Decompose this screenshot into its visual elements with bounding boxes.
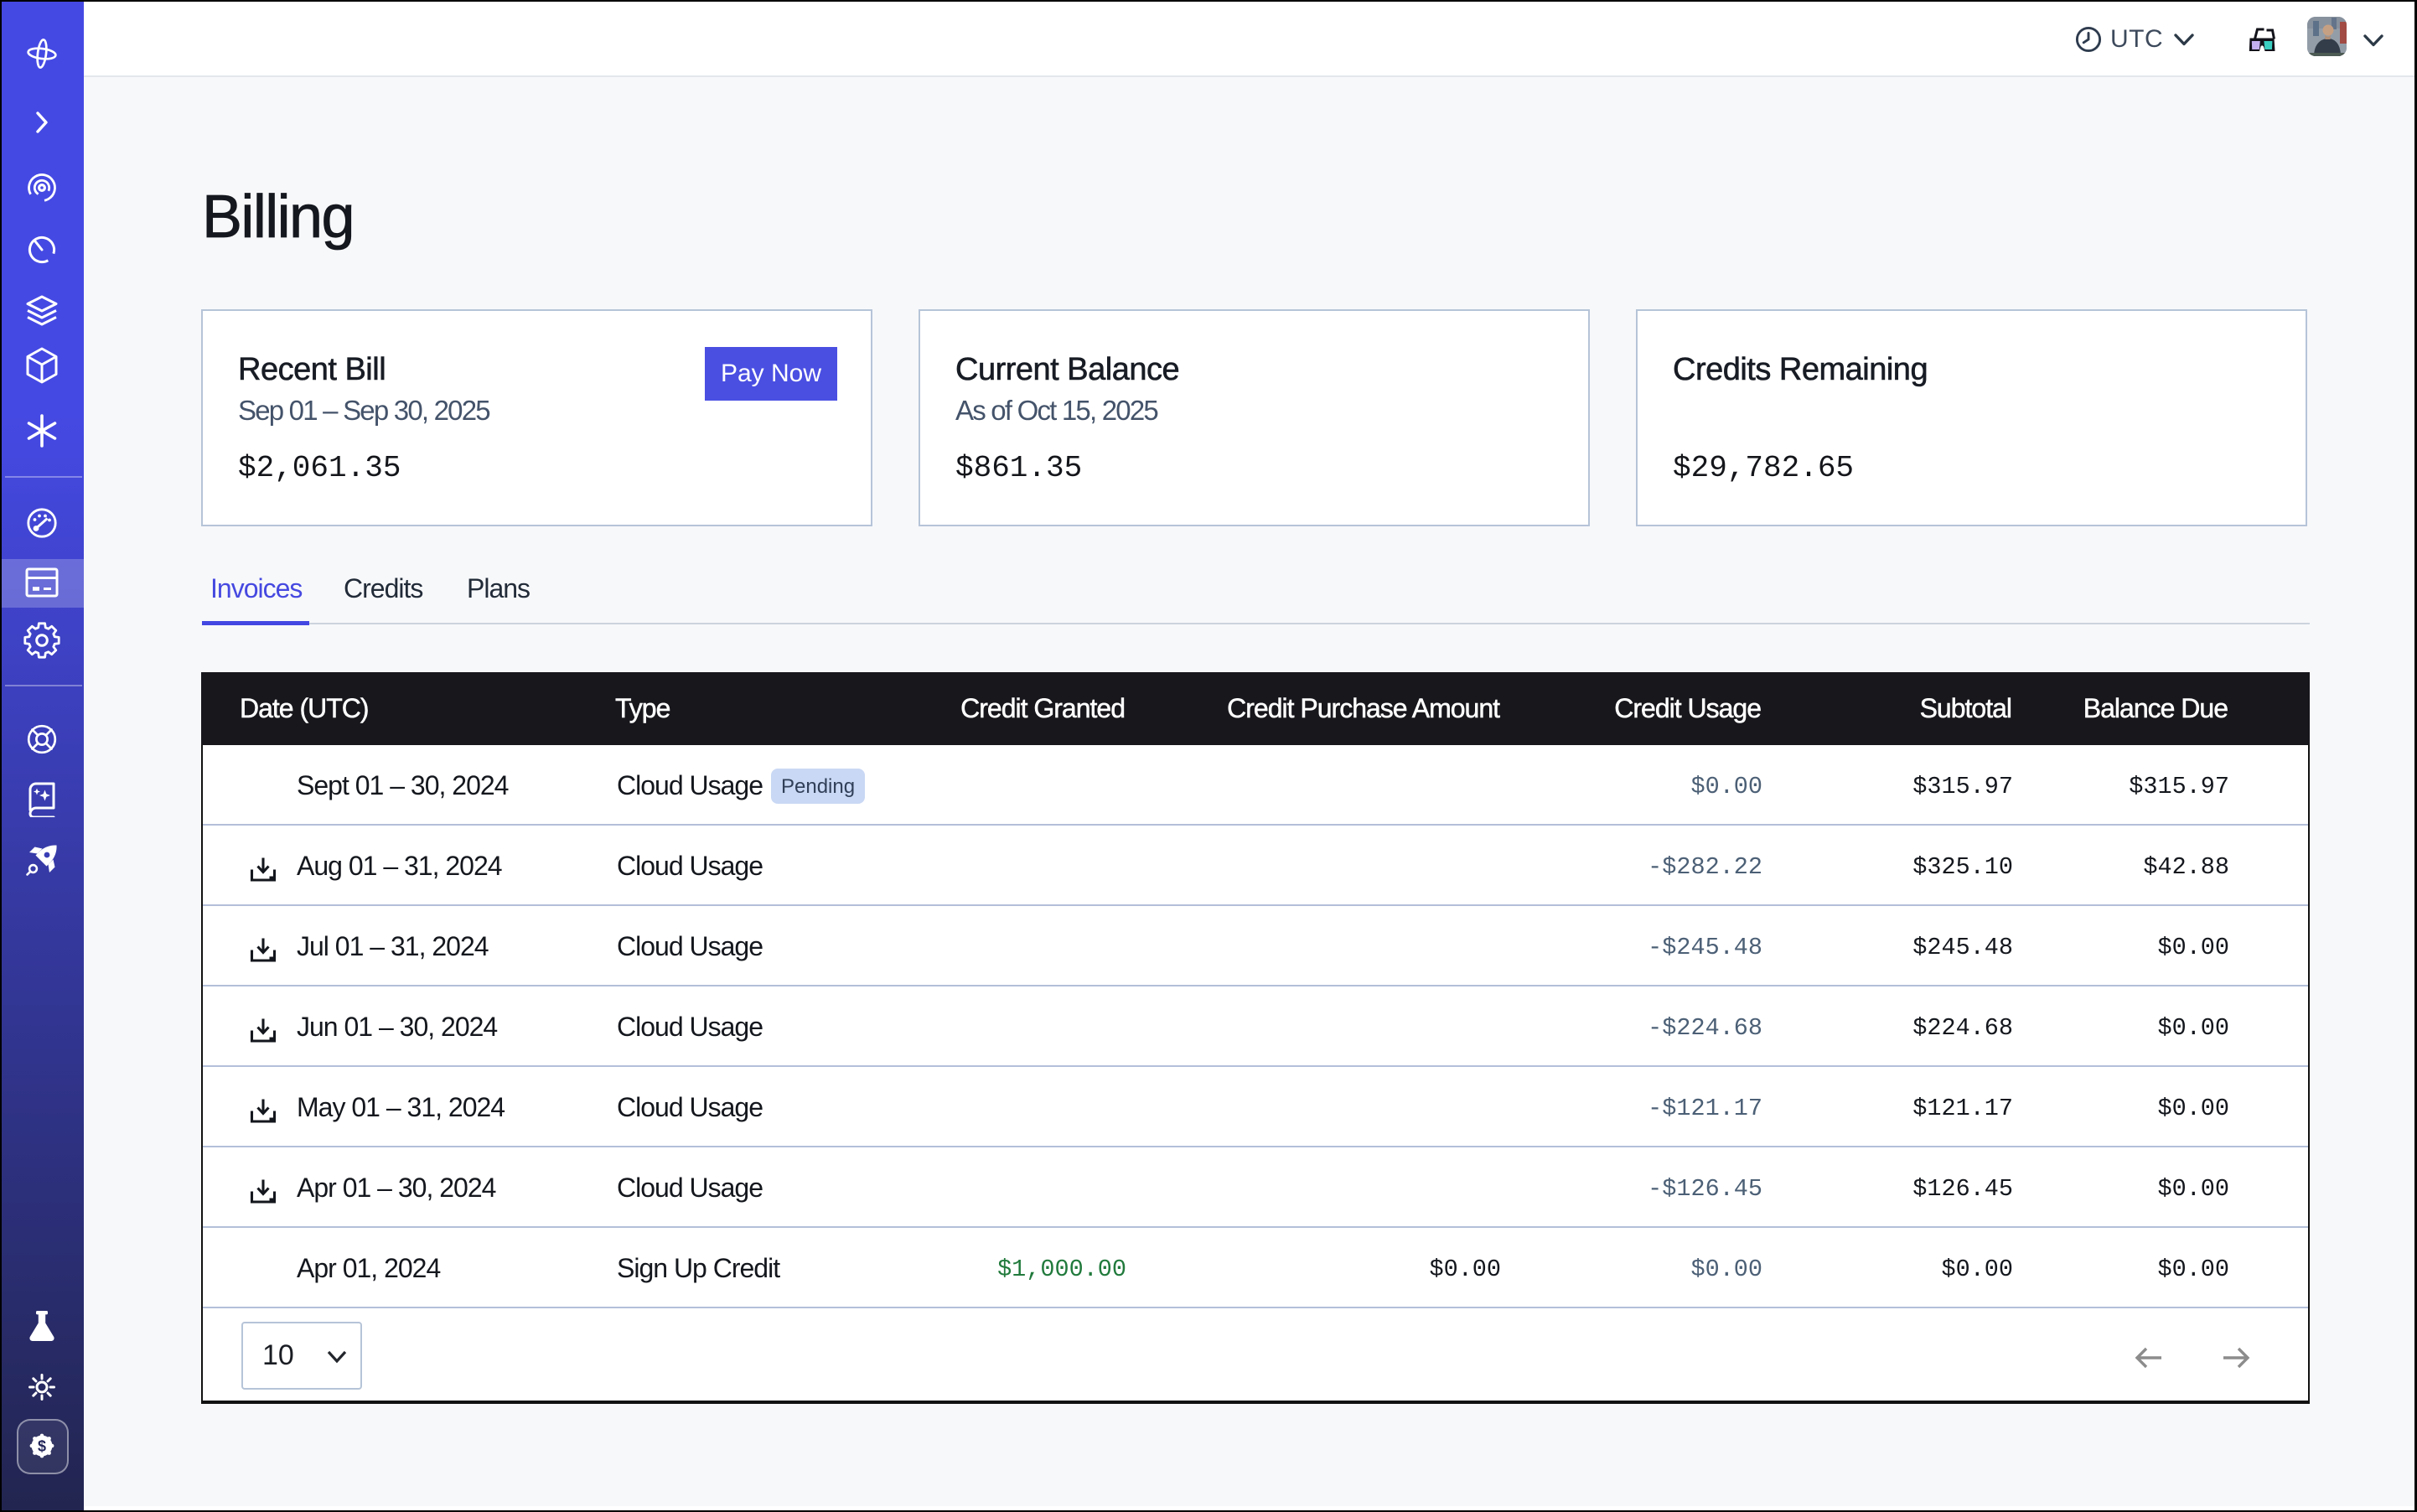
- svg-text:$: $: [38, 1438, 46, 1455]
